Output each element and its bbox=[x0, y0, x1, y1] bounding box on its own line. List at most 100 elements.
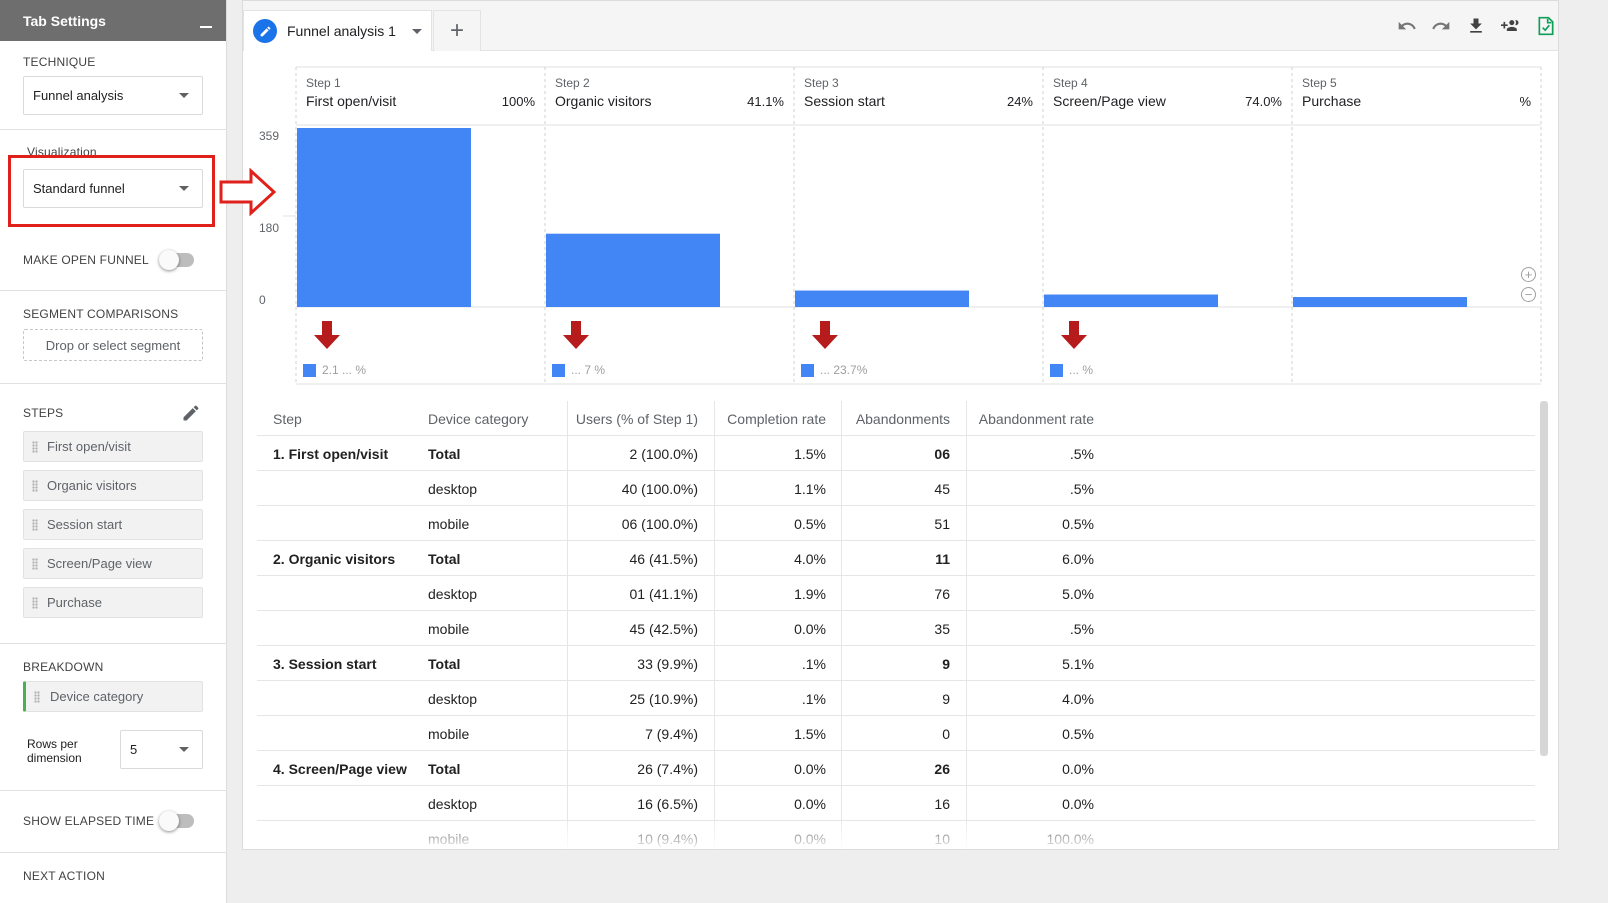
legend-swatch bbox=[303, 364, 316, 377]
step-number: Step 3 bbox=[804, 76, 839, 90]
breakdown-chip[interactable]: Device category bbox=[23, 681, 203, 712]
step-percent: 74.0% bbox=[1245, 94, 1282, 109]
step-header-5: Step 5 Purchase % bbox=[1292, 67, 1541, 125]
bar-step-5[interactable] bbox=[1293, 297, 1467, 307]
segment-drop-zone[interactable]: Drop or select segment bbox=[23, 329, 203, 361]
chevron-down-icon[interactable] bbox=[411, 28, 422, 34]
drag-handle-icon[interactable] bbox=[32, 480, 38, 492]
undo-icon[interactable] bbox=[1396, 15, 1418, 37]
drag-handle-icon[interactable] bbox=[32, 558, 38, 570]
tab-funnel-analysis[interactable]: Funnel analysis 1 bbox=[243, 10, 432, 51]
download-icon[interactable] bbox=[1465, 15, 1487, 37]
elapsed-time-toggle[interactable] bbox=[159, 811, 194, 831]
zoom-out-icon[interactable]: − bbox=[1521, 287, 1536, 302]
bar-step-3[interactable] bbox=[795, 290, 969, 307]
table-cell-abandon-rate: 5.1% bbox=[1062, 655, 1094, 672]
step-percent: % bbox=[1519, 94, 1531, 109]
step-chip[interactable]: Session start bbox=[23, 509, 203, 540]
table-cell-abandon: 76 bbox=[934, 585, 950, 602]
abandonment-cell-2[interactable]: ... 7 % bbox=[545, 319, 794, 379]
table-cell-device: Total bbox=[428, 445, 461, 462]
open-funnel-label: MAKE OPEN FUNNEL bbox=[23, 253, 149, 267]
table-cell-step: 3. Session start bbox=[273, 655, 377, 672]
technique-label: TECHNIQUE bbox=[23, 55, 96, 69]
table-cell-abandon: 16 bbox=[934, 795, 950, 812]
y-tick-label: 359 bbox=[259, 129, 280, 143]
table-cell-abandon: 45 bbox=[934, 480, 950, 497]
table-row: desktop 01 (41.1%) 1.9% 76 5.0% bbox=[257, 576, 1535, 611]
abandonment-label: 2.1 ... % bbox=[322, 363, 367, 377]
table-cell-step: 2. Organic visitors bbox=[273, 550, 396, 567]
redo-icon[interactable] bbox=[1430, 15, 1452, 37]
table-row: desktop 25 (10.9%) .1% 9 4.0% bbox=[257, 681, 1535, 716]
bar-step-4[interactable] bbox=[1044, 294, 1218, 307]
table-cell-completion: 0.0% bbox=[794, 620, 826, 637]
drag-handle-icon[interactable] bbox=[34, 691, 40, 703]
minimize-icon[interactable] bbox=[200, 25, 212, 28]
drag-handle-icon[interactable] bbox=[32, 597, 38, 609]
visualization-dropdown[interactable]: Standard funnel bbox=[23, 169, 203, 208]
save-icon[interactable] bbox=[1535, 15, 1557, 37]
table-cell-completion: 1.9% bbox=[794, 585, 826, 602]
table-cell-completion: 1.5% bbox=[794, 725, 826, 742]
table-cell-users: 25 (10.9%) bbox=[629, 690, 698, 707]
abandonment-cell-1[interactable]: 2.1 ... % bbox=[296, 319, 545, 379]
bar-step-2[interactable] bbox=[546, 233, 720, 307]
open-funnel-toggle[interactable] bbox=[159, 250, 194, 270]
column-header[interactable]: Device category bbox=[428, 410, 529, 427]
segment-section: SEGMENT COMPARISONS Drop or select segme… bbox=[0, 291, 226, 384]
table-cell-device: Total bbox=[428, 760, 461, 777]
step-chip[interactable]: First open/visit bbox=[23, 431, 203, 462]
drag-handle-icon[interactable] bbox=[32, 441, 38, 453]
tab-settings-header: Tab Settings bbox=[0, 0, 226, 41]
step-chip[interactable]: Organic visitors bbox=[23, 470, 203, 501]
technique-dropdown[interactable]: Funnel analysis bbox=[23, 76, 203, 115]
pencil-icon[interactable] bbox=[181, 403, 201, 423]
table-cell-abandon-rate: 0.5% bbox=[1062, 515, 1094, 532]
table-row: 1. First open/visit Total 2 (100.0%) 1.5% 06… bbox=[257, 436, 1535, 471]
abandonment-cell-3[interactable]: ... 23.7% bbox=[794, 319, 1043, 379]
step-chip[interactable]: Screen/Page view bbox=[23, 548, 203, 579]
abandonment-cell-4[interactable]: ... % bbox=[1043, 319, 1292, 379]
column-header[interactable]: Step bbox=[273, 410, 302, 427]
table-cell-completion: 4.0% bbox=[794, 550, 826, 567]
rows-per-dimension-dropdown[interactable]: 5 bbox=[120, 730, 203, 769]
step-chip-label: Purchase bbox=[47, 595, 102, 610]
edit-tab-icon[interactable] bbox=[253, 19, 277, 43]
table-cell-device: Total bbox=[428, 655, 461, 672]
table-cell-abandon: 9 bbox=[942, 655, 950, 672]
table-fade bbox=[243, 821, 1558, 849]
add-tab-button[interactable]: + bbox=[433, 10, 481, 51]
zoom-in-icon[interactable]: + bbox=[1521, 267, 1536, 282]
arrow-right-icon bbox=[219, 168, 277, 216]
table-scrollbar[interactable] bbox=[1540, 401, 1548, 756]
rows-per-dimension-label: Rows per dimension bbox=[27, 737, 82, 765]
steps-section: STEPS First open/visit Organic visitors … bbox=[0, 384, 226, 644]
table-cell-abandon-rate: .5% bbox=[1069, 620, 1094, 637]
step-name: First open/visit bbox=[306, 93, 397, 109]
table-cell-users: 2 (100.0%) bbox=[629, 445, 698, 462]
arrow-down-icon bbox=[563, 321, 589, 349]
legend-swatch bbox=[552, 364, 565, 377]
elapsed-time-section: SHOW ELAPSED TIME bbox=[0, 791, 226, 853]
table-cell-device: mobile bbox=[428, 725, 470, 742]
tab-settings-panel: Tab Settings TECHNIQUE Funnel analysis V… bbox=[0, 0, 227, 903]
step-name: Session start bbox=[804, 93, 885, 109]
table-cell-abandon-rate: 0.0% bbox=[1062, 760, 1094, 777]
table-row: 4. Screen/Page view Total 26 (7.4%) 0.0% 26 0… bbox=[257, 751, 1535, 786]
share-icon[interactable] bbox=[1500, 15, 1522, 37]
column-header[interactable]: Users (% of Step 1) bbox=[575, 410, 698, 427]
bar-step-1[interactable] bbox=[297, 128, 471, 307]
column-header[interactable]: Abandonment rate bbox=[978, 410, 1094, 427]
y-tick-label: 0 bbox=[259, 293, 266, 307]
column-header[interactable]: Abandonments bbox=[855, 410, 950, 427]
elapsed-time-label: SHOW ELAPSED TIME bbox=[23, 814, 155, 828]
breakdown-section: BREAKDOWN Device category Rows per dimen… bbox=[0, 644, 226, 791]
drag-handle-icon[interactable] bbox=[32, 519, 38, 531]
column-header[interactable]: Completion rate bbox=[727, 410, 826, 427]
table-cell-completion: .1% bbox=[801, 690, 826, 707]
step-chip[interactable]: Purchase bbox=[23, 587, 203, 618]
step-percent: 24% bbox=[1006, 94, 1033, 109]
table-cell-users: 06 (100.0%) bbox=[621, 515, 698, 532]
table-cell-step: 4. Screen/Page view bbox=[273, 760, 407, 777]
